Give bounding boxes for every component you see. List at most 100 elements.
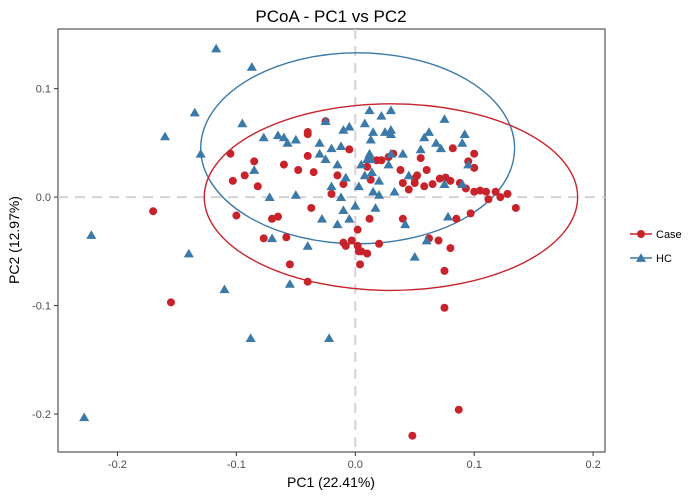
- point-hc: [320, 116, 331, 126]
- point-hc: [284, 279, 295, 288]
- point-case: [446, 244, 455, 253]
- point-case: [454, 405, 463, 414]
- point-case: [434, 236, 443, 245]
- point-case: [356, 260, 365, 269]
- legend-label-hc: HC: [656, 253, 672, 265]
- point-case: [404, 185, 413, 194]
- point-hc: [365, 154, 376, 163]
- point-hc: [365, 134, 376, 144]
- point-case: [232, 211, 241, 220]
- point-case: [228, 176, 237, 185]
- point-hc: [431, 138, 442, 147]
- point-case: [303, 151, 312, 160]
- point-case: [470, 149, 479, 158]
- point-hc: [350, 200, 361, 210]
- point-case: [363, 162, 372, 171]
- point-hc: [344, 121, 355, 131]
- point-hc: [335, 192, 347, 201]
- point-hc: [314, 138, 325, 147]
- point-case: [422, 166, 431, 174]
- point-case: [365, 214, 374, 223]
- point-case: [377, 156, 386, 165]
- point-hc: [457, 179, 468, 188]
- point-case: [428, 180, 437, 189]
- point-hc: [419, 132, 430, 142]
- point-hc: [338, 125, 349, 134]
- point-hc: [366, 167, 377, 177]
- point-hc: [195, 148, 206, 158]
- point-hc: [320, 154, 331, 163]
- point-hc: [374, 176, 385, 185]
- point-hc: [159, 131, 171, 141]
- point-hc: [385, 148, 396, 158]
- point-case: [413, 171, 422, 180]
- point-hc: [359, 118, 370, 128]
- legend-item-hc: HC: [630, 253, 672, 265]
- point-case: [253, 182, 262, 191]
- x-tick-label: 0.0: [348, 459, 363, 471]
- point-hc: [324, 333, 335, 342]
- point-case: [496, 193, 505, 202]
- point-case: [259, 234, 268, 243]
- point-case: [470, 187, 479, 196]
- point-case: [285, 260, 294, 269]
- point-case: [452, 214, 461, 223]
- point-hc: [335, 141, 347, 150]
- point-hc: [353, 181, 364, 191]
- point-hc: [219, 284, 230, 294]
- point-case: [511, 203, 520, 212]
- point-hc: [376, 110, 387, 120]
- point-hc: [359, 170, 370, 180]
- point-hc: [183, 248, 194, 258]
- point-case: [420, 182, 429, 191]
- y-tick-label: 0.0: [36, 192, 51, 204]
- point-hc: [409, 251, 420, 261]
- point-case: [448, 144, 457, 153]
- point-hc: [267, 233, 278, 243]
- y-tick-label: 0.1: [36, 84, 51, 96]
- point-hc: [249, 165, 260, 174]
- point-case: [282, 233, 291, 242]
- point-hc: [237, 118, 248, 128]
- point-case: [446, 176, 455, 185]
- x-tick-label: -0.1: [227, 459, 246, 471]
- point-hc: [211, 43, 222, 53]
- point-hc: [439, 179, 450, 188]
- point-case: [166, 298, 175, 307]
- point-case: [440, 266, 449, 275]
- point-hc: [264, 192, 275, 201]
- point-hc: [364, 148, 375, 158]
- point-hc: [385, 105, 396, 115]
- point-hc: [442, 211, 454, 221]
- point-hc: [86, 230, 97, 239]
- x-tick-label: 0.2: [585, 459, 600, 471]
- legend-label-case: Case: [656, 229, 682, 241]
- point-hc: [374, 190, 385, 199]
- point-hc: [290, 190, 301, 199]
- point-hc: [379, 127, 391, 136]
- y-axis-ticks: -0.2 -0.1 0.0 0.1: [32, 84, 58, 421]
- point-hc: [356, 159, 367, 169]
- chart-title: PCoA - PC1 vs PC2: [255, 7, 406, 26]
- data-points: [79, 43, 520, 440]
- point-case: [333, 171, 342, 180]
- point-hc: [435, 143, 446, 153]
- point-hc: [272, 130, 284, 140]
- point-hc: [389, 186, 400, 196]
- point-hc: [421, 235, 432, 245]
- point-hc: [457, 138, 468, 147]
- point-hc: [326, 143, 337, 153]
- point-case: [408, 431, 417, 440]
- point-hc: [403, 170, 414, 180]
- legend: Case HC: [630, 229, 682, 265]
- point-case: [396, 166, 405, 174]
- point-hc: [332, 159, 343, 169]
- point-case: [279, 160, 288, 169]
- plot-panel: [57, 28, 606, 453]
- point-hc: [400, 219, 411, 229]
- point-hc: [326, 181, 337, 191]
- point-hc: [383, 159, 394, 169]
- point-case: [491, 187, 500, 196]
